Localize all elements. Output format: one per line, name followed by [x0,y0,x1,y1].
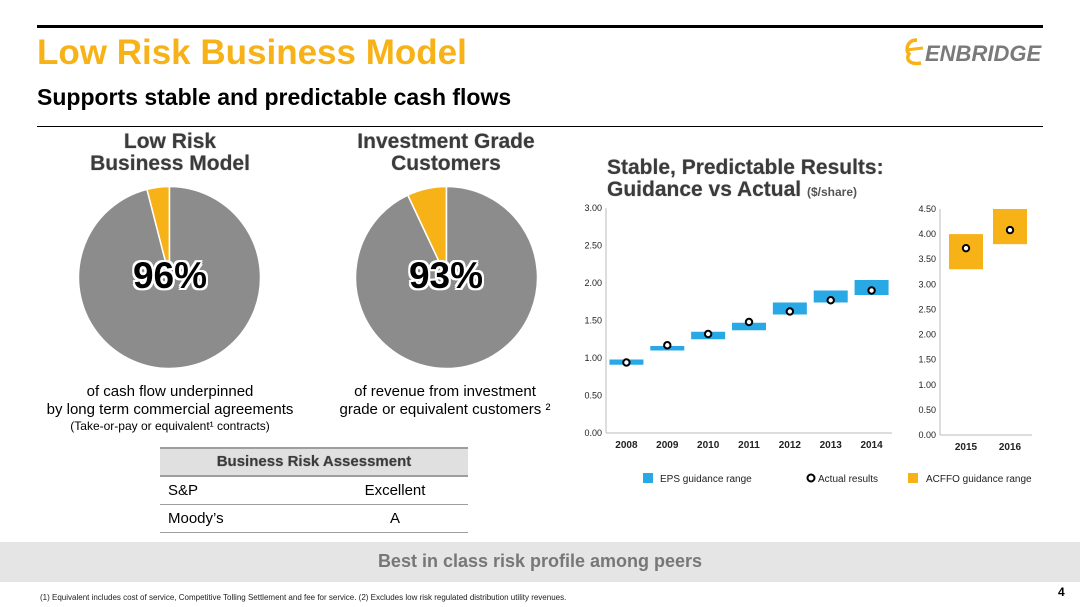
y-tick-label: 0.50 [918,405,936,415]
x-tick-label: 2014 [860,440,883,451]
y-tick-label: 4.50 [918,204,936,214]
left-pie-chart [77,185,262,370]
x-tick-label: 2008 [615,440,638,451]
x-tick-label: 2013 [820,440,843,451]
svg-text:ENBRIDGE: ENBRIDGE [925,41,1042,66]
y-tick-label: 2.50 [584,241,602,251]
eps-guidance-chart: 0.00 0.50 1.00 1.50 2.00 2.50 3.00 2008 2009 2010… [584,203,892,451]
legend-eps-swatch [643,473,653,483]
y-tick-label: 3.00 [584,203,602,213]
y-tick-label: 0.00 [918,430,936,440]
guidance-range-bar [732,322,766,331]
right-pie-caption-line2: grade or equivalent customers ² [339,401,551,418]
divider-rule [37,126,1043,127]
actual-result-marker [867,286,876,295]
y-tick-label: 0.50 [584,391,602,401]
banner [0,542,1080,582]
chart-title-line1: Stable, Predictable Results: [607,156,884,179]
legend-acffo-swatch [908,473,918,483]
agency-cell: Moody’s [168,510,224,527]
table-row: Moody’s A [160,505,468,533]
legend-eps-label: EPS guidance range [660,474,752,485]
pie-slice-main [354,185,539,370]
x-tick-label: 2011 [738,440,760,451]
y-tick-label: 3.50 [918,254,936,264]
business-risk-table: Business Risk Assessment S&P Excellent M… [160,447,468,533]
left-pie-note: (Take-or-pay or equivalent¹ contracts) [70,419,270,433]
chart-legend: EPS guidance range Actual results ACFFO … [643,473,1032,485]
slide-subtitle: Supports stable and predictable cash flo… [37,84,512,110]
enbridge-logo: ENBRIDGE [905,38,1042,66]
y-tick-label: 1.50 [584,316,602,326]
slide-title: Low Risk Business Model [37,33,467,72]
chart-units: ($/share) [806,185,857,199]
business-risk-table-header: Business Risk Assessment [160,447,468,477]
footnote: (1) Equivalent includes cost of service,… [40,593,567,602]
x-tick-label: 2012 [779,440,802,451]
left-pie-percent: 96% [132,255,208,296]
left-pie-caption: of cash flow underpinned by long term co… [20,383,320,419]
actual-result-marker [744,317,754,327]
y-tick-label: 1.00 [584,353,602,363]
actual-result-marker [663,341,672,350]
actual-result-marker [785,307,795,316]
rating-cell: A [389,510,400,527]
left-pie-heading: Low Risk Business Model [50,131,290,175]
y-tick-label: 0.00 [584,428,602,438]
actual-result-marker [961,243,971,253]
x-tick-label: 2016 [999,442,1022,453]
y-tick-label: 3.00 [918,279,936,289]
actual-result-marker [826,296,835,305]
x-tick-label: 2010 [697,440,720,451]
right-pie-heading-line1: Investment Grade [357,130,535,153]
right-pie-caption: of revenue from investment grade or equi… [300,383,590,419]
legend-actual-label: Actual results [818,474,878,485]
left-pie-caption-line2: by long term commercial agreements [46,401,294,418]
page-number: 4 [1058,585,1065,599]
right-pie-heading-line2: Customers [391,152,501,175]
legend-actual-marker [806,473,816,483]
left-pie-caption-line1: of cash flow underpinned [86,383,254,400]
left-pie-heading-line1: Low Risk [123,130,217,153]
legend-acffo-label: ACFFO guidance range [926,474,1032,485]
y-tick-label: 2.00 [918,330,936,340]
chart-title-text: Guidance vs Actual [607,178,802,201]
y-tick-label: 2.00 [584,278,602,288]
acffo-guidance-chart: 0.00 0.50 1.00 1.50 2.00 2.50 3.00 3.50 4.00 4.50… [918,204,1032,453]
actual-result-marker [622,358,631,367]
left-pie-heading-line2: Business Model [90,152,250,175]
table-row: S&P Excellent [160,477,468,505]
chart-heading: Stable, Predictable Results: Guidance vs… [607,157,884,203]
y-tick-label: 1.00 [918,380,936,390]
chart-title-line2: Guidance vs Actual ($/share) [607,179,884,203]
x-tick-label: 2015 [955,442,978,453]
y-tick-label: 2.50 [918,304,936,314]
pie-slice-main [77,185,262,370]
y-tick-label: 1.50 [918,355,936,365]
actual-result-marker [1005,225,1015,235]
banner-text: Best in class risk profile among peers [377,551,703,571]
y-tick-label: 4.00 [918,229,936,239]
top-rule [37,25,1043,28]
right-pie-caption-line1: of revenue from investment [354,383,536,400]
actual-result-marker [703,329,713,339]
right-pie-chart [354,185,539,370]
right-pie-heading: Investment Grade Customers [326,131,566,175]
x-tick-label: 2009 [656,440,679,451]
agency-cell: S&P [168,482,199,499]
right-pie-percent: 93% [408,255,484,296]
rating-cell: Excellent [364,482,426,499]
